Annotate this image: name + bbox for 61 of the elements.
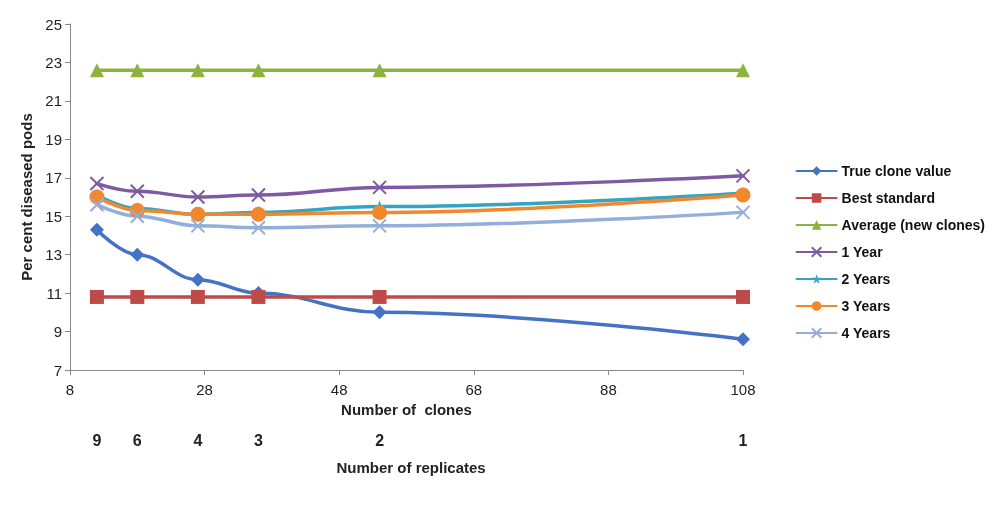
y-tick-label: 15 <box>45 207 62 225</box>
text: 2 <box>375 431 385 449</box>
text: 4 <box>193 431 203 449</box>
x-tick-label: 48 <box>330 381 348 398</box>
y-tick-label: 13 <box>45 246 62 264</box>
point <box>735 204 751 220</box>
text: 6 <box>132 431 142 449</box>
point <box>190 218 206 234</box>
point <box>129 208 145 224</box>
point <box>190 272 205 287</box>
legend-label: 2 Years <box>841 271 891 287</box>
x-tick-label: 8 <box>65 381 75 398</box>
x-tick-label: 108 <box>730 381 756 398</box>
point <box>89 289 104 304</box>
point <box>372 204 388 220</box>
text: 1 <box>738 431 748 449</box>
point <box>250 187 266 203</box>
x-tick-label: 68 <box>465 381 483 398</box>
point <box>736 63 750 78</box>
point <box>372 289 387 304</box>
legend-label: True clone value <box>841 163 952 179</box>
y-tick-label: 17 <box>45 169 62 187</box>
point <box>190 289 205 304</box>
point <box>89 197 105 213</box>
point <box>89 222 104 237</box>
text: Number of replicates <box>336 459 486 476</box>
point <box>130 63 145 78</box>
point <box>129 183 145 199</box>
point <box>735 168 751 184</box>
point <box>190 189 206 205</box>
point <box>372 63 387 78</box>
legend-label: Best standard <box>841 190 935 206</box>
point <box>372 179 388 195</box>
text: 9 <box>92 431 102 449</box>
y-tick-label: 19 <box>45 130 62 148</box>
y-tick-label: 7 <box>53 361 62 379</box>
point <box>372 305 387 320</box>
legend-label: 1 Year <box>841 244 884 260</box>
y-tick-label: 9 <box>53 323 62 341</box>
point <box>250 220 266 236</box>
point <box>130 289 145 304</box>
text: 3 <box>253 431 263 449</box>
y-tick-label: 11 <box>46 284 62 302</box>
y-tick-label: 25 <box>45 15 62 33</box>
point <box>372 218 388 234</box>
y-tick-label: 23 <box>45 53 62 71</box>
x-tick-label: 88 <box>600 381 617 398</box>
x-axis-title: Number of clones <box>341 400 472 418</box>
point <box>130 247 145 262</box>
x-tick-label: 28 <box>196 381 213 398</box>
point <box>89 63 104 78</box>
y-tick-label: 21 <box>45 92 62 110</box>
point <box>736 332 750 347</box>
point <box>736 289 750 304</box>
legend-label: Average (new clones) <box>841 217 985 233</box>
point <box>190 63 205 78</box>
point <box>89 176 105 192</box>
y-axis-title: Per cent diseased pods <box>18 113 35 281</box>
legend-label: 3 Years <box>841 298 891 314</box>
point <box>251 63 266 78</box>
legend-label: 4 Years <box>841 325 891 341</box>
